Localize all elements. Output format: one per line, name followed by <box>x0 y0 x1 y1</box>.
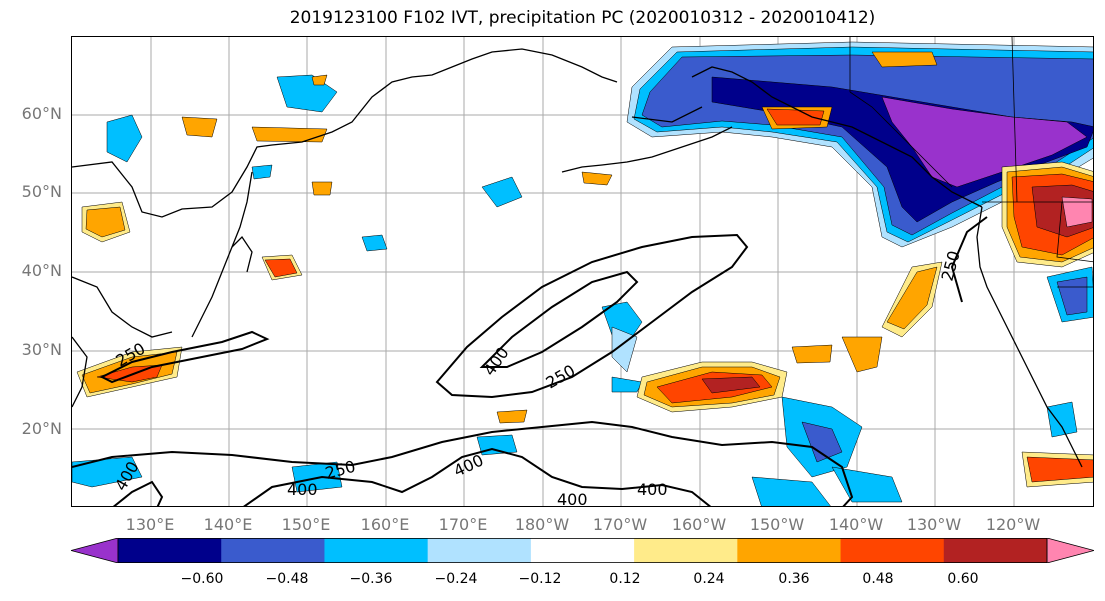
map-title: 2019123100 F102 IVT, precipitation PC (2… <box>289 8 876 28</box>
contour-label-3: 400 <box>480 343 513 379</box>
colorbar-tick-060: 0.60 <box>947 571 979 587</box>
lon-label-180w: 180°W <box>514 515 570 534</box>
colorbar-bin-7 <box>737 538 842 563</box>
contour-label-10: 400 <box>557 490 588 507</box>
contour-250-west <box>99 330 270 384</box>
colorbar-bin-4 <box>427 538 532 563</box>
colorbar-tick-neg060: −0.60 <box>180 571 224 587</box>
colorbar-bin-3 <box>324 538 429 563</box>
map-canvas: 250 400 400 250 250 400 400 250 400 400 <box>72 37 1093 507</box>
colorbar-tick-neg024: −0.24 <box>434 571 478 587</box>
colorbar-tick-neg048: −0.48 <box>265 571 309 587</box>
lon-label-160e: 160°E <box>360 515 410 534</box>
colorbar-frame <box>117 538 1048 563</box>
colorbar-bin-8 <box>840 538 945 563</box>
colorbar-tick-neg012: −0.12 <box>518 571 562 587</box>
contour-label-8: 250 <box>938 249 964 283</box>
colorbar-tick-036: 0.36 <box>778 571 810 587</box>
lon-label-120w: 120°W <box>985 515 1041 534</box>
colorbar-tick-neg036: −0.36 <box>349 571 393 587</box>
lon-label-150e: 150°E <box>281 515 331 534</box>
lon-label-140w: 140°W <box>828 515 884 534</box>
colorbar <box>71 538 1094 563</box>
colorbar-bin-9 <box>943 538 1048 563</box>
positive-anomaly-patches <box>76 51 1093 488</box>
lon-label-150w: 150°W <box>749 515 805 534</box>
borders <box>849 37 1093 288</box>
contour-250-south <box>72 420 854 506</box>
colorbar-bin-extend-high <box>1046 538 1094 563</box>
contour-400-central <box>479 270 639 368</box>
lon-label-130e: 130°E <box>125 515 175 534</box>
lat-label-50n: 50°N <box>21 182 62 201</box>
colorbar-bin-6 <box>634 538 738 563</box>
coastlines <box>72 48 1083 468</box>
colorbar-tick-048: 0.48 <box>862 571 894 587</box>
contour-400-sw <box>112 480 164 506</box>
lat-label-20n: 20°N <box>21 419 62 438</box>
colorbar-bin-extend-low <box>71 538 119 563</box>
colorbar-bin-2 <box>221 538 325 563</box>
lat-label-60n: 60°N <box>21 104 62 123</box>
contour-label-9: 400 <box>637 480 668 499</box>
lon-label-160w: 160°W <box>671 515 727 534</box>
ivt-contours <box>72 216 988 506</box>
contour-250-east <box>950 216 988 303</box>
colorbar-tick-024: 0.24 <box>693 571 725 587</box>
contour-label-4: 250 <box>543 361 579 393</box>
contour-label-5: 250 <box>323 457 357 483</box>
colorbar-bin-5 <box>530 538 635 563</box>
lat-label-40n: 40°N <box>21 261 62 280</box>
map-panel: 250 400 400 250 250 400 400 250 400 400 <box>71 36 1094 507</box>
lon-label-170e: 170°E <box>438 515 488 534</box>
contour-250-central <box>435 233 749 399</box>
lon-label-170w: 170°W <box>592 515 648 534</box>
negative-anomaly-patches <box>72 74 1093 506</box>
contour-400-south <box>243 447 712 506</box>
negative-anomaly-alaska <box>626 41 1093 248</box>
lat-label-30n: 30°N <box>21 340 62 359</box>
colorbar-bin-1 <box>118 538 222 563</box>
colorbar-tick-012: 0.12 <box>609 571 641 587</box>
colorbar-bins <box>71 538 1094 563</box>
lon-label-140e: 140°E <box>203 515 253 534</box>
lon-label-130w: 130°W <box>906 515 962 534</box>
contour-label-7: 400 <box>451 450 487 480</box>
contour-label-6: 400 <box>287 480 318 499</box>
